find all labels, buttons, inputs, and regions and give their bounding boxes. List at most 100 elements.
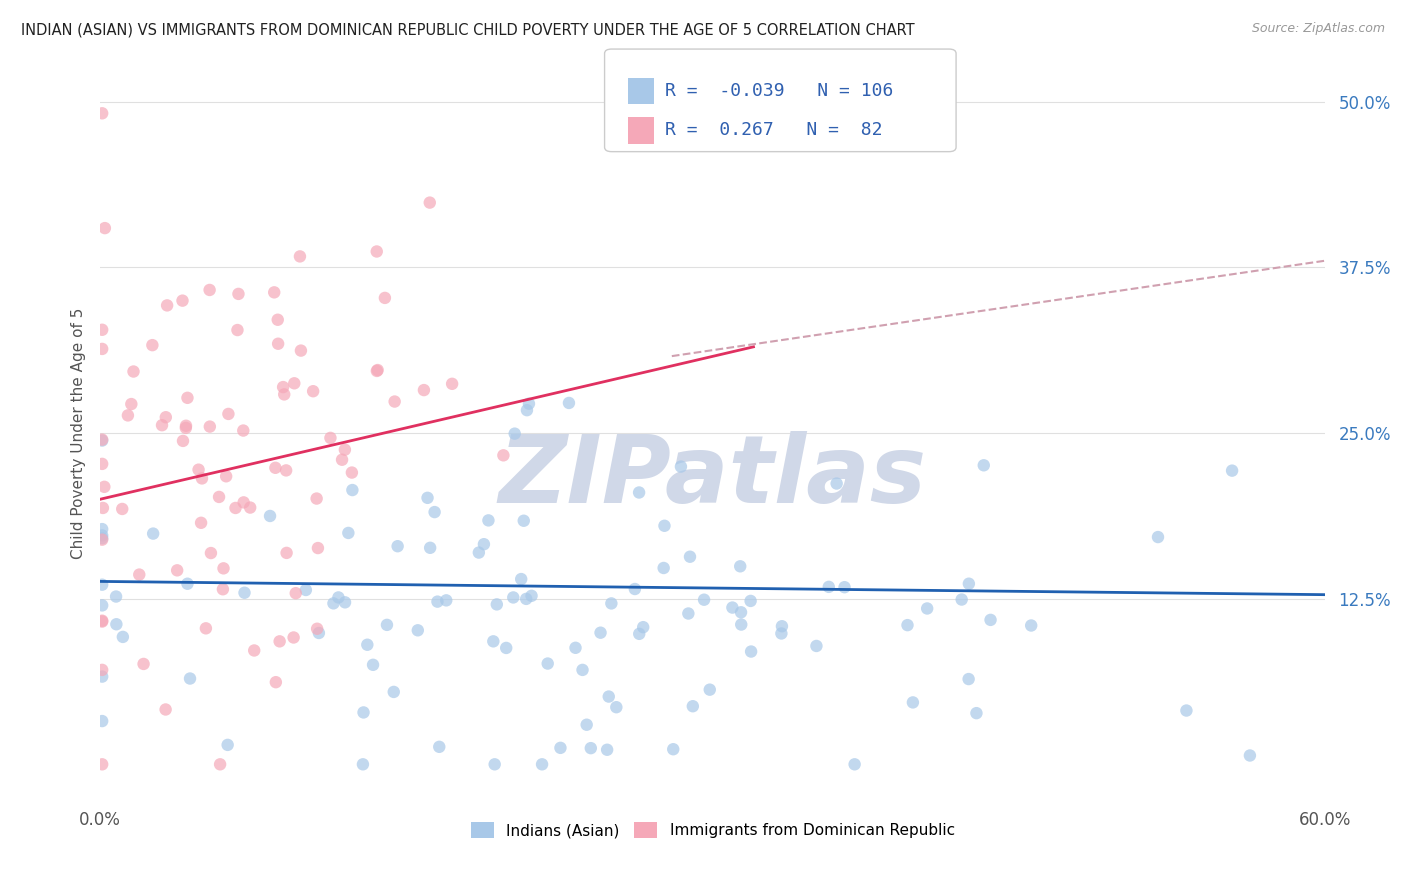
Point: [307, 541, 329, 555]
Y-axis label: Child Poverty Under the Age of 5: Child Poverty Under the Age of 5: [72, 308, 86, 558]
Point: [1019, 618, 1042, 632]
Point: [91, 500, 114, 515]
Point: [406, 624, 429, 638]
Point: [669, 459, 692, 474]
Point: [495, 640, 517, 655]
Point: [423, 505, 446, 519]
Point: [416, 491, 439, 505]
Point: [209, 757, 232, 772]
Point: [628, 627, 651, 641]
Point: [834, 580, 856, 594]
Point: [678, 607, 700, 621]
Point: [537, 657, 560, 671]
Point: [176, 391, 198, 405]
Point: [283, 376, 305, 391]
Point: [628, 485, 651, 500]
Point: [333, 595, 356, 609]
Point: [662, 742, 685, 756]
Point: [375, 618, 398, 632]
Point: [91, 757, 114, 772]
Point: [271, 380, 294, 394]
Point: [156, 298, 179, 312]
Point: [111, 630, 134, 644]
Point: [575, 717, 598, 731]
Point: [141, 338, 163, 352]
Point: [172, 434, 194, 448]
Point: [721, 600, 744, 615]
Point: [142, 526, 165, 541]
Point: [426, 594, 449, 608]
Point: [232, 424, 254, 438]
Point: [91, 342, 114, 356]
Point: [980, 613, 1002, 627]
Point: [484, 757, 506, 772]
Point: [328, 591, 350, 605]
Point: [382, 685, 405, 699]
Point: [305, 491, 328, 506]
Point: [91, 599, 114, 613]
Point: [91, 528, 114, 542]
Legend: Indians (Asian), Immigrants from Dominican Republic: Indians (Asian), Immigrants from Dominic…: [464, 816, 960, 845]
Point: [957, 576, 980, 591]
Point: [844, 757, 866, 772]
Point: [531, 757, 554, 772]
Point: [492, 448, 515, 462]
Point: [361, 657, 384, 672]
Point: [91, 533, 114, 547]
Point: [589, 625, 612, 640]
Point: [212, 582, 235, 597]
Point: [352, 757, 374, 772]
Text: ZIPatlas: ZIPatlas: [499, 431, 927, 523]
Point: [91, 577, 114, 591]
Point: [91, 457, 114, 471]
Point: [276, 463, 298, 477]
Point: [472, 537, 495, 551]
Point: [307, 622, 329, 636]
Point: [596, 743, 619, 757]
Point: [740, 594, 762, 608]
Point: [950, 592, 973, 607]
Point: [155, 702, 177, 716]
Point: [482, 634, 505, 648]
Point: [174, 421, 197, 435]
Point: [600, 596, 623, 610]
Point: [1220, 464, 1243, 478]
Point: [896, 618, 918, 632]
Point: [413, 383, 436, 397]
Point: [387, 539, 409, 553]
Point: [200, 546, 222, 560]
Point: [150, 418, 173, 433]
Point: [179, 672, 201, 686]
Point: [598, 690, 620, 704]
Point: [212, 561, 235, 575]
Point: [302, 384, 325, 399]
Point: [817, 580, 839, 594]
Point: [166, 563, 188, 577]
Point: [740, 644, 762, 658]
Point: [264, 460, 287, 475]
Point: [564, 640, 586, 655]
Text: R =  -0.039   N = 106: R = -0.039 N = 106: [665, 82, 893, 100]
Point: [366, 244, 388, 259]
Point: [1147, 530, 1170, 544]
Point: [1175, 704, 1198, 718]
Point: [322, 596, 344, 610]
Point: [243, 643, 266, 657]
Point: [295, 582, 318, 597]
Point: [276, 546, 298, 560]
Point: [825, 476, 848, 491]
Point: [915, 601, 938, 615]
Point: [517, 397, 540, 411]
Point: [155, 410, 177, 425]
Point: [91, 714, 114, 728]
Text: INDIAN (ASIAN) VS IMMIGRANTS FROM DOMINICAN REPUBLIC CHILD POVERTY UNDER THE AGE: INDIAN (ASIAN) VS IMMIGRANTS FROM DOMINI…: [21, 22, 915, 37]
Point: [901, 695, 924, 709]
Point: [806, 639, 828, 653]
Point: [91, 323, 114, 337]
Point: [290, 343, 312, 358]
Point: [91, 615, 114, 629]
Point: [217, 407, 239, 421]
Point: [319, 431, 342, 445]
Point: [208, 490, 231, 504]
Point: [283, 631, 305, 645]
